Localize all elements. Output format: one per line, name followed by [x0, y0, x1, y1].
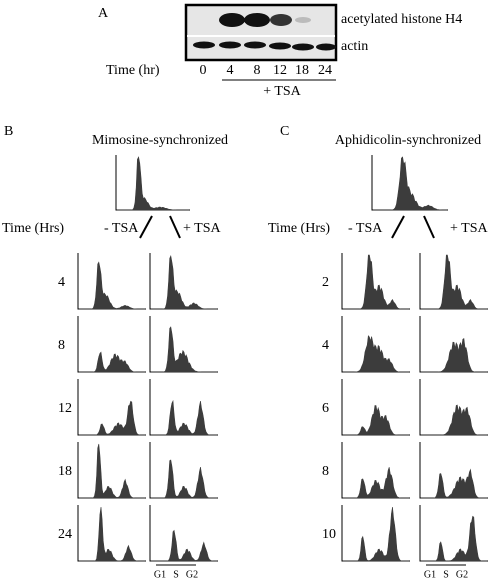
- histogram: [343, 335, 409, 373]
- condition-label: - TSA: [348, 221, 383, 236]
- histogram: [151, 326, 217, 373]
- histogram-axes: [149, 505, 218, 562]
- histogram: [421, 468, 487, 499]
- treatment-label: + TSA: [263, 84, 301, 99]
- histogram: [343, 254, 409, 310]
- histogram: [421, 254, 487, 310]
- panel-label: A: [98, 6, 109, 21]
- time-label: Time (Hrs): [268, 221, 330, 236]
- time-label: Time (Hrs): [2, 221, 64, 236]
- histogram: [373, 156, 447, 211]
- phase-label: G1: [154, 569, 166, 580]
- time-value: 18: [58, 464, 72, 479]
- histogram: [421, 515, 487, 562]
- slash: [423, 215, 435, 239]
- band-label: acetylated histone H4: [341, 12, 462, 27]
- histogram: [79, 506, 145, 562]
- histogram: [151, 399, 217, 436]
- time-value: 4: [322, 338, 329, 353]
- phase-label: S: [173, 569, 179, 580]
- time-value: 8: [322, 464, 329, 479]
- blot-bands: [193, 13, 336, 51]
- histogram: [151, 529, 217, 562]
- histogram-axes: [77, 253, 146, 310]
- time-value: 10: [322, 527, 336, 542]
- band-label: actin: [341, 39, 368, 54]
- lane-label: 18: [295, 63, 309, 78]
- time-label: Time (hr): [106, 63, 160, 78]
- time-value: 24: [58, 527, 72, 542]
- condition-label: - TSA: [104, 221, 139, 236]
- histogram-axes: [77, 505, 146, 562]
- histogram: [343, 405, 409, 436]
- histogram: [421, 337, 487, 373]
- histogram: [79, 351, 145, 373]
- panel-title: Mimosine-synchronized: [92, 133, 228, 148]
- histogram-axes: [149, 253, 218, 310]
- lane-label: 24: [318, 63, 332, 78]
- histogram: [151, 255, 217, 310]
- histogram: [151, 459, 217, 499]
- histogram: [79, 261, 145, 310]
- time-value: 12: [58, 401, 72, 416]
- lane-label: 12: [273, 63, 287, 78]
- time-value: 6: [322, 401, 329, 416]
- histogram: [79, 443, 145, 499]
- panel-label: B: [4, 124, 13, 139]
- phase-label: G1: [424, 569, 436, 580]
- lane-label: 8: [254, 63, 261, 78]
- histogram: [117, 156, 189, 211]
- condition-label: + TSA: [450, 221, 488, 236]
- histogram-axes: [115, 155, 190, 211]
- panel-label: C: [280, 124, 289, 139]
- condition-label: + TSA: [183, 221, 221, 236]
- time-value: 4: [58, 275, 65, 290]
- time-value: 8: [58, 338, 65, 353]
- lane-label: 0: [200, 63, 207, 78]
- panel-title: Aphidicolin-synchronized: [335, 133, 481, 148]
- histogram-axes: [419, 505, 488, 562]
- slash: [139, 215, 153, 239]
- histogram-axes: [77, 442, 146, 499]
- histogram-axes: [77, 379, 146, 436]
- histogram: [343, 467, 409, 499]
- phase-label: S: [443, 569, 449, 580]
- histogram: [79, 400, 145, 436]
- blot: [184, 3, 338, 62]
- phase-label: G2: [186, 569, 198, 580]
- histogram: [421, 404, 487, 436]
- slash: [391, 215, 405, 239]
- histogram: [343, 506, 409, 562]
- phase-label: G2: [456, 569, 468, 580]
- lane-label: 4: [227, 63, 234, 78]
- slash: [169, 215, 181, 239]
- time-value: 2: [322, 275, 329, 290]
